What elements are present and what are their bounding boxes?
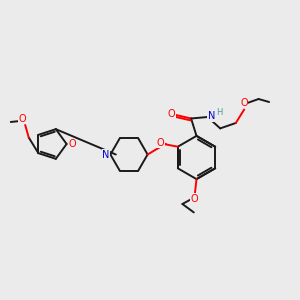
Text: O: O — [19, 114, 27, 124]
Text: N: N — [102, 149, 110, 160]
Text: O: O — [240, 98, 248, 108]
Text: O: O — [167, 109, 175, 119]
Text: O: O — [68, 139, 76, 149]
Text: N: N — [208, 111, 215, 121]
Text: H: H — [216, 108, 222, 117]
Text: O: O — [157, 138, 164, 148]
Text: O: O — [190, 194, 198, 204]
